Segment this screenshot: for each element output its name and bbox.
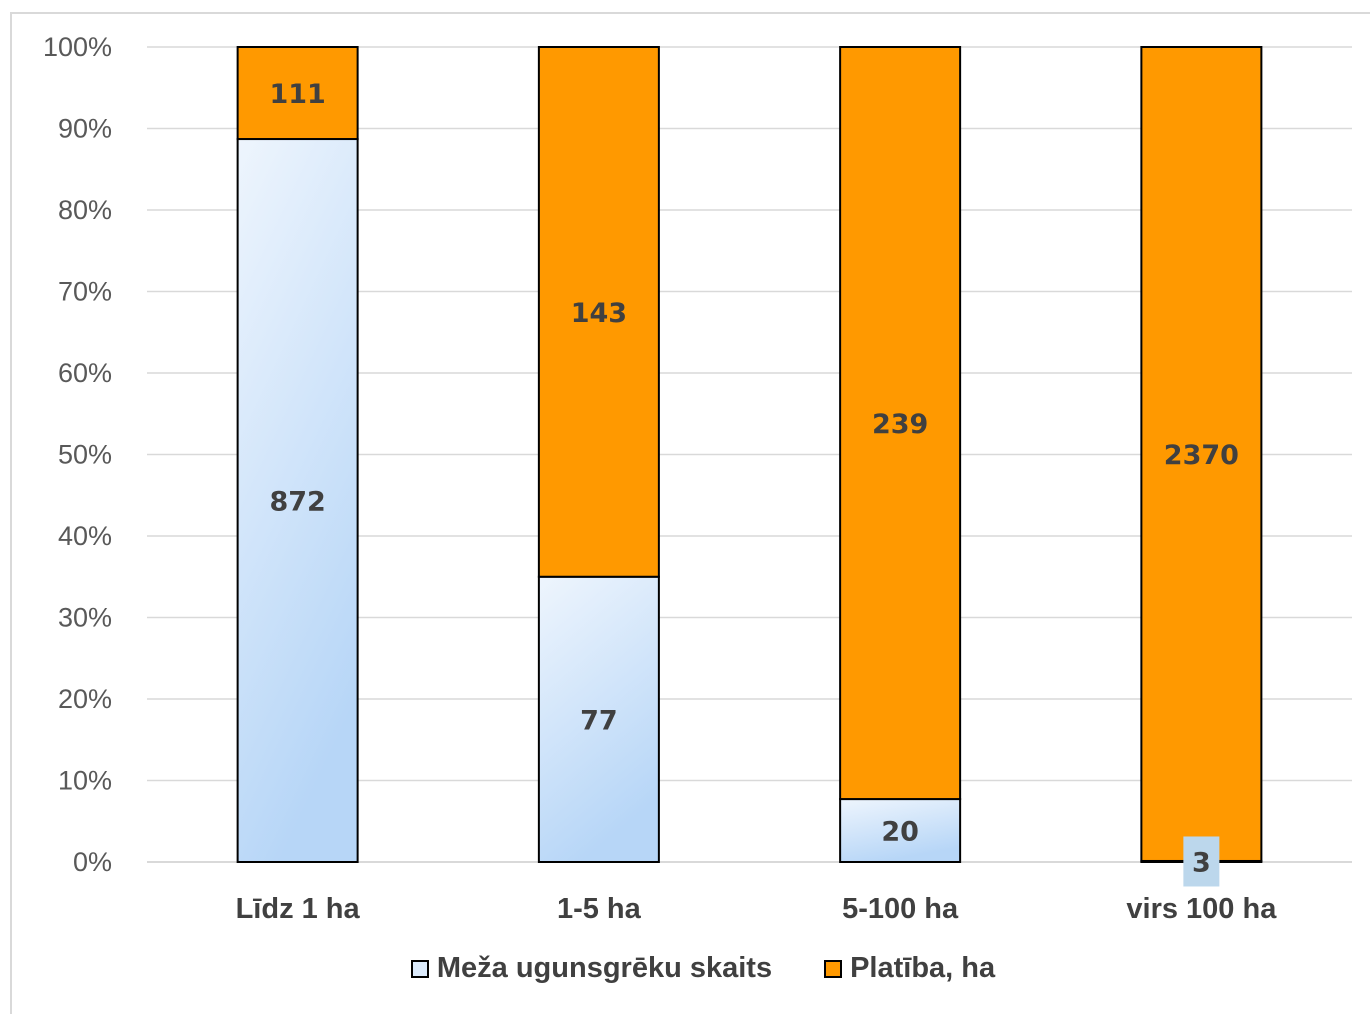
x-category-label: virs 100 ha — [1126, 893, 1277, 925]
data-label-area: 143 — [571, 298, 627, 329]
data-label-fire-count: 3 — [1192, 847, 1211, 878]
y-axis-tick-labels: 0% 10% 20% 30% 40% 50% 60% 70% 80% 90% 100% — [43, 32, 112, 877]
legend-item-fire-count: Meža ugunsgrēku skaits — [410, 952, 773, 985]
data-label-fire-count: 20 — [881, 817, 919, 848]
y-tick-label: 0% — [73, 847, 112, 877]
data-label-area: 2370 — [1164, 440, 1239, 471]
bars — [236, 46, 1263, 864]
chart-frame — [10, 12, 1370, 1014]
y-tick-label: 50% — [58, 440, 112, 470]
x-category-label: 1-5 ha — [557, 893, 642, 925]
bar-segment-area — [236, 46, 359, 141]
legend-label-area: Platība, ha — [850, 952, 996, 984]
bar-segment-area — [839, 46, 962, 801]
data-labels: 111 872 143 77 239 20 2370 3 — [269, 79, 1239, 887]
x-category-label: Līdz 1 ha — [236, 893, 361, 925]
bar-segment-area — [1140, 46, 1263, 862]
y-tick-label: 90% — [58, 114, 112, 144]
y-tick-label: 60% — [58, 358, 112, 388]
y-tick-label: 10% — [58, 766, 112, 796]
legend: Meža ugunsgrēku skaits Platība, ha — [0, 952, 1370, 985]
bar-segment-area — [537, 46, 660, 578]
y-tick-label: 100% — [43, 32, 112, 62]
y-tick-label: 70% — [58, 277, 112, 307]
x-axis-category-labels: Līdz 1 ha 1-5 ha 5-100 ha virs 100 ha — [236, 893, 1278, 925]
legend-item-area: Platība, ha — [824, 952, 995, 985]
bar-segment-fire-count — [839, 798, 962, 863]
legend-label-fire-count: Meža ugunsgrēku skaits — [436, 952, 773, 984]
y-tick-label: 80% — [58, 195, 112, 225]
y-tick-label: 40% — [58, 521, 112, 551]
legend-swatch-fire-count — [410, 959, 429, 978]
y-tick-label: 30% — [58, 603, 112, 633]
stacked-bar-chart: 0% 10% 20% 30% 40% 50% 60% 70% 80% 90% 100% 111 872… — [43, 32, 1352, 925]
data-label-area: 111 — [269, 79, 325, 110]
bar-segment-fire-count — [236, 138, 359, 864]
y-tick-label: 20% — [58, 684, 112, 714]
data-label-fire-count: 77 — [580, 705, 618, 736]
data-label-area: 239 — [872, 409, 928, 440]
legend-swatch-area — [824, 959, 843, 978]
data-label-box — [1183, 836, 1220, 887]
bar-segment-fire-count — [537, 575, 660, 863]
data-label-fire-count: 872 — [269, 487, 325, 518]
x-category-label: 5-100 ha — [842, 893, 959, 925]
